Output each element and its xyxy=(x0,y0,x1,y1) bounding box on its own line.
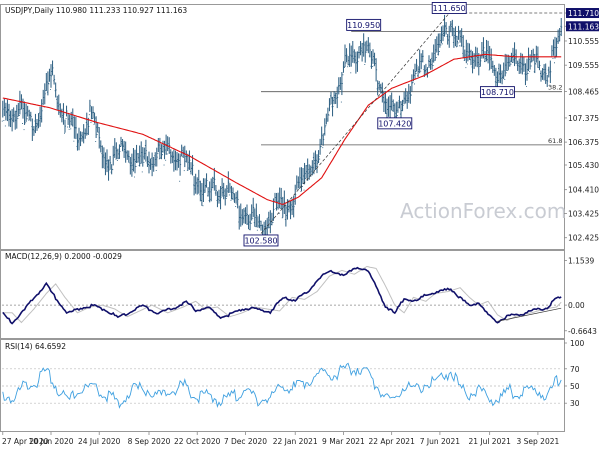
price-panel-frame xyxy=(0,4,565,250)
annotation-box xyxy=(346,18,382,31)
price-y-tick-highlight xyxy=(566,8,599,19)
price-y-tick-label: 111.163 xyxy=(568,22,599,31)
price-trendline xyxy=(260,13,450,234)
x-tick-label: 22 Oct 2020 xyxy=(174,437,221,446)
price-y-tick-label: 102.425 xyxy=(568,234,599,243)
price-y-tick-label: 111.710 xyxy=(568,9,599,18)
x-tick-label: 8 Sep 2020 xyxy=(128,437,171,446)
macd-panel-header: MACD(12,26,9) 0.2000 -0.0029 xyxy=(5,252,122,261)
fib-label-38.2: 38.2 xyxy=(548,84,562,92)
price-y-tick-label: 105.430 xyxy=(568,161,599,170)
macd-panel: 1.1539 0.00 -0.6643 xyxy=(2,257,597,336)
annotation-label: 107.420 xyxy=(378,119,411,128)
x-tick-label: 27 Apr 2020 xyxy=(2,437,49,446)
macd-trendline xyxy=(497,307,562,322)
price-y-tick-highlight xyxy=(566,21,599,32)
macd-panel-frame xyxy=(0,250,565,339)
annotation-label: 102.580 xyxy=(244,236,277,245)
x-tick-label: 21 Jul 2021 xyxy=(468,437,511,446)
rsi-y-tick-label: 30 xyxy=(570,399,580,408)
macd-line xyxy=(2,266,562,325)
macd-y-tick-label: 1.1539 xyxy=(568,257,594,266)
x-tick-label: 3 Sep 2021 xyxy=(517,437,560,446)
x-tick-label: 7 Dec 2020 xyxy=(224,437,267,446)
macd-y-tick-label: 0.00 xyxy=(568,301,585,310)
price-y-tick-label: 107.375 xyxy=(568,114,599,123)
price-y-tick-label: 104.410 xyxy=(568,186,599,195)
rsi-panel-frame xyxy=(0,339,565,432)
annotation-label: 110.950 xyxy=(347,21,380,30)
price-y-tick-label: 103.425 xyxy=(568,210,599,219)
x-tick-label: 9 Mar 2021 xyxy=(322,437,365,446)
rsi-panel-header: RSI(14) 64.6592 xyxy=(5,342,66,351)
price-panel-header: USDJPY,Daily 110.980 111.233 110.927 111… xyxy=(5,6,187,15)
x-tick-label: 22 Jan 2021 xyxy=(273,437,318,446)
annotation-box xyxy=(377,117,413,130)
rsi-line xyxy=(2,362,562,409)
x-tick-label: 24 Jul 2020 xyxy=(78,437,121,446)
annotation-box xyxy=(243,234,279,247)
rsi-y-tick-label: 50 xyxy=(570,382,580,391)
rsi-y-tick-label: 100 xyxy=(570,339,585,348)
annotation-box xyxy=(431,2,467,14)
x-tick-label: 7 Jun 2021 xyxy=(420,437,461,446)
rsi-panel: 100 70 50 30 xyxy=(2,339,585,409)
annotation-label: 111.650 xyxy=(433,4,466,13)
macd-y-tick-label: -0.6643 xyxy=(568,327,597,336)
price-y-tick-label: 106.375 xyxy=(568,138,599,147)
annotation-label: 108.710 xyxy=(481,88,514,97)
price-y-tick-label: 110.555 xyxy=(568,37,599,46)
moving-average-line xyxy=(2,53,562,205)
price-panel: 38.2 61.8 111.650 110.950 108.710 107.420 102.… xyxy=(1,2,599,247)
fib-label-61.8: 61.8 xyxy=(548,137,562,145)
x-tick-label: 10 Jun 2020 xyxy=(28,437,73,446)
price-y-tick-label: 109.555 xyxy=(568,61,599,70)
watermark: ActionForex.com xyxy=(400,199,566,223)
price-y-tick-label: 108.465 xyxy=(568,88,599,97)
x-tick-label: 22 Apr 2021 xyxy=(368,437,415,446)
annotation-box xyxy=(479,86,515,99)
rsi-y-tick-label: 70 xyxy=(570,365,580,374)
